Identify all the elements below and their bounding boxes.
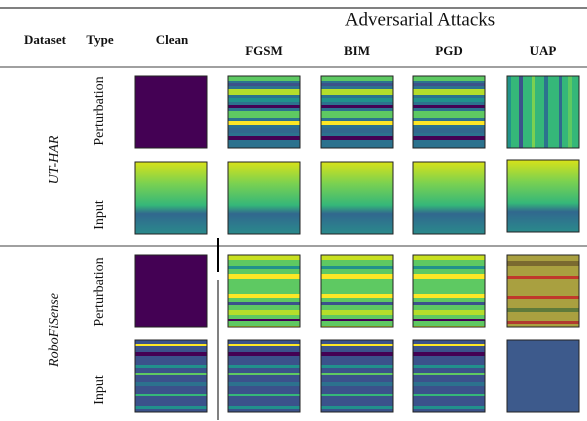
heatmap [507,76,579,148]
heatmap [228,255,300,327]
type-label: Perturbation [92,257,107,326]
type-label: Input [92,200,107,230]
heatmap [507,340,579,412]
figure: Dataset Type Clean Adversarial Attacks F… [0,0,587,421]
header: Dataset [24,32,67,47]
heatmap [413,162,485,234]
header: Adversarial Attacks [345,9,495,30]
heatmap [321,76,393,148]
heatmap [321,255,393,327]
header: UAP [530,43,557,58]
heatmap [135,76,207,148]
dataset-label: UT-HAR [47,135,62,184]
type-label: Perturbation [92,76,107,145]
heatmap [135,340,207,412]
heatmap [228,340,300,412]
heatmap [135,162,207,234]
dataset-label: RoboFiSense [47,293,62,368]
heatmap [321,162,393,234]
heatmap [228,76,300,148]
heatmap [135,255,207,327]
header: BIM [344,43,370,58]
header: Type [86,32,113,47]
heatmap [507,160,579,232]
heatmap [413,255,485,327]
heatmap [228,162,300,234]
heatmap [321,340,393,412]
heatmap [413,340,485,412]
header: Clean [156,32,189,47]
heatmap [507,255,579,327]
type-label: Input [92,375,107,405]
heatmap [413,76,485,148]
header: PGD [435,43,462,58]
header: FGSM [245,43,283,58]
